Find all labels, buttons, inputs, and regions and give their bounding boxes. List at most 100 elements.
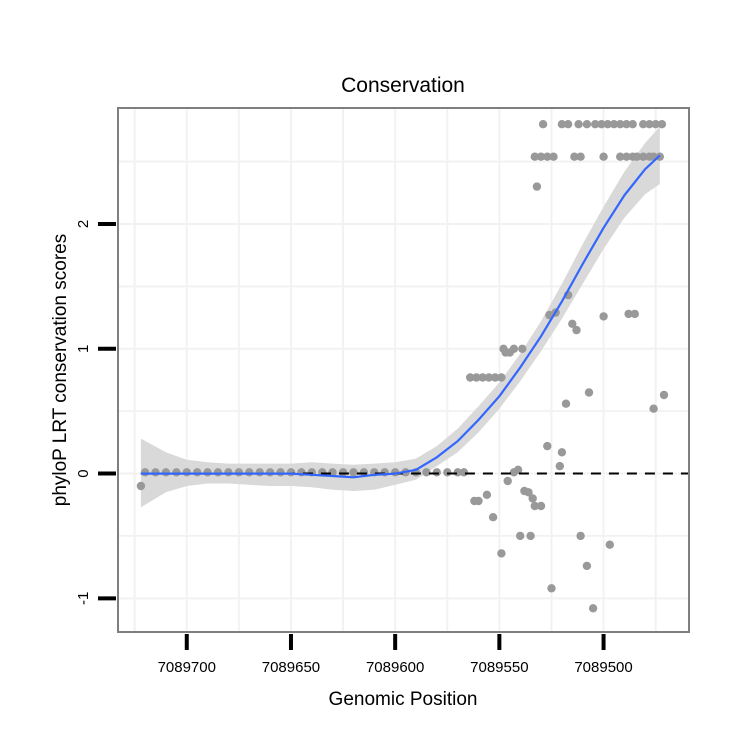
data-point: [182, 468, 191, 477]
data-point: [536, 152, 546, 161]
data-point: [193, 468, 202, 477]
x-tick-label: 7089650: [262, 659, 320, 676]
data-point: [213, 468, 223, 477]
x-tick-label: 7089550: [470, 659, 528, 676]
data-point: [484, 373, 494, 382]
data-point: [518, 344, 527, 353]
data-point: [526, 531, 535, 541]
data-point: [532, 182, 542, 191]
data-point: [563, 120, 573, 129]
data-point: [482, 490, 492, 499]
data-point: [443, 468, 452, 477]
data-point: [574, 120, 583, 129]
plot-panel: [117, 107, 690, 633]
data-point: [632, 152, 642, 161]
data-point: [588, 604, 598, 613]
x-axis-label: Genomic Position: [329, 689, 478, 710]
data-point: [572, 325, 581, 335]
data-point: [584, 388, 594, 397]
data-point: [286, 468, 296, 477]
data-point: [524, 488, 533, 497]
data-point: [557, 448, 567, 457]
data-point: [599, 312, 608, 321]
data-point: [645, 120, 654, 129]
confidence-ribbon: [140, 126, 660, 508]
data-point: [478, 373, 487, 382]
data-point: [549, 152, 558, 161]
data-point: [557, 120, 567, 129]
data-point: [497, 549, 506, 558]
y-axis-label: phyloP LRT conservation scores: [50, 234, 71, 507]
y-axis: -1 0 1 2: [75, 220, 116, 605]
x-axis: 7089700 7089650 7089600 7089550 7089500: [158, 634, 633, 676]
data-point: [568, 319, 577, 328]
data-point: [630, 309, 639, 319]
data-point: [597, 120, 606, 129]
data-point: [649, 404, 658, 413]
data-point: [657, 120, 667, 129]
data-point: [538, 120, 548, 129]
data-point: [338, 468, 348, 477]
x-tick-label: 7089500: [574, 659, 632, 676]
data-point: [639, 152, 648, 161]
data-point: [234, 468, 244, 477]
data-point: [616, 120, 625, 129]
data-point: [622, 120, 631, 129]
data-point: [547, 584, 556, 593]
data-point: [136, 481, 146, 491]
x-tick-label: 7089700: [158, 659, 216, 676]
data-point: [570, 152, 579, 161]
data-point: [459, 468, 469, 477]
data-point: [576, 531, 585, 541]
data-point: [599, 152, 608, 161]
data-point: [151, 468, 160, 477]
data-point: [474, 496, 483, 506]
data-point: [276, 468, 285, 477]
data-point: [576, 152, 585, 161]
data-point: [432, 468, 441, 477]
data-point: [530, 152, 539, 161]
data-point: [161, 468, 171, 477]
data-point: [497, 373, 506, 382]
data-point: [605, 540, 614, 549]
data-point: [591, 120, 600, 129]
data-point: [624, 309, 633, 319]
x-tick-label: 7089600: [366, 659, 424, 676]
data-point: [628, 120, 637, 129]
data-point: [472, 373, 481, 382]
data-point: [651, 120, 660, 129]
y-tick-label: 2: [75, 220, 92, 228]
data-point: [528, 494, 537, 503]
data-point: [543, 152, 552, 161]
data-point: [530, 501, 539, 511]
data-point: [245, 468, 254, 477]
data-point: [582, 120, 592, 129]
data-point: [639, 120, 648, 129]
data-point: [224, 468, 233, 477]
data-point: [349, 468, 358, 477]
data-point: [265, 468, 275, 477]
data-point: [203, 468, 212, 477]
data-point: [488, 513, 498, 522]
data-point: [513, 465, 523, 474]
data-point: [582, 561, 592, 571]
data-point: [503, 476, 512, 486]
y-tick-label: 0: [75, 469, 92, 477]
data-point: [172, 468, 181, 477]
data-point: [622, 152, 631, 161]
y-tick-label: 1: [75, 345, 92, 353]
panel-background: [118, 108, 689, 632]
data-point: [255, 468, 264, 477]
data-point: [609, 120, 619, 129]
chart-title: Conservation: [341, 74, 465, 97]
data-point: [509, 344, 519, 353]
y-tick-label: -1: [75, 592, 92, 605]
data-point: [543, 441, 552, 451]
data-point: [536, 501, 546, 511]
data-point: [555, 461, 564, 471]
data-point: [140, 468, 150, 477]
data-point: [616, 152, 625, 161]
panel-border: [117, 107, 690, 633]
data-point: [516, 531, 525, 541]
